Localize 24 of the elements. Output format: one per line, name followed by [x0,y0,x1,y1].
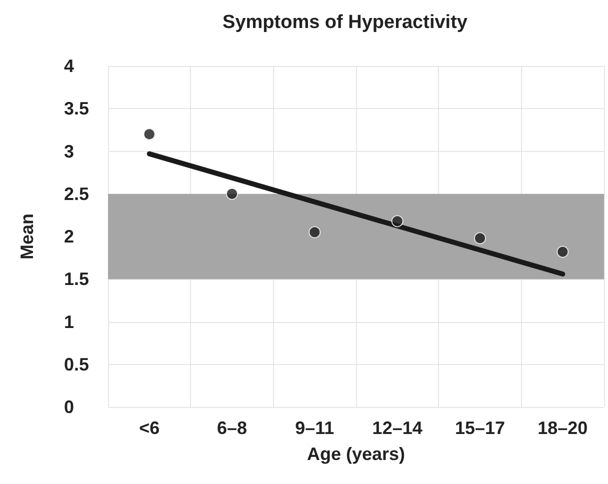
point [391,215,404,228]
y-tick-label: 0 [64,397,74,417]
x-tick-label: 9–11 [295,418,334,438]
point [143,128,156,140]
y-axis-title: Mean [17,213,37,260]
y-tick-label: 2 [64,226,74,246]
y-tick-label: 2.5 [64,184,90,204]
y-tick-label: 3.5 [64,98,90,119]
point [226,188,238,200]
y-tick-label: 4 [64,56,74,76]
x-axis-title: Age (years) [306,444,406,464]
x-tick-label: <6 [139,418,160,438]
chart-title: Symptoms of Hyperactivity [222,12,468,33]
y-tick-label: 1.5 [64,269,90,290]
x-tick-label: 6–8 [216,418,248,438]
y-tick-label: 3 [64,141,74,162]
x-tick-label: 12–14 [372,418,422,438]
point [556,246,569,258]
x-tick-label: 15–17 [454,418,506,438]
x-tick-label: 18–20 [538,418,588,438]
y-tick-label: 1 [64,312,74,332]
point [308,226,321,238]
point [474,232,486,244]
y-tick-label: 0.5 [64,354,90,374]
